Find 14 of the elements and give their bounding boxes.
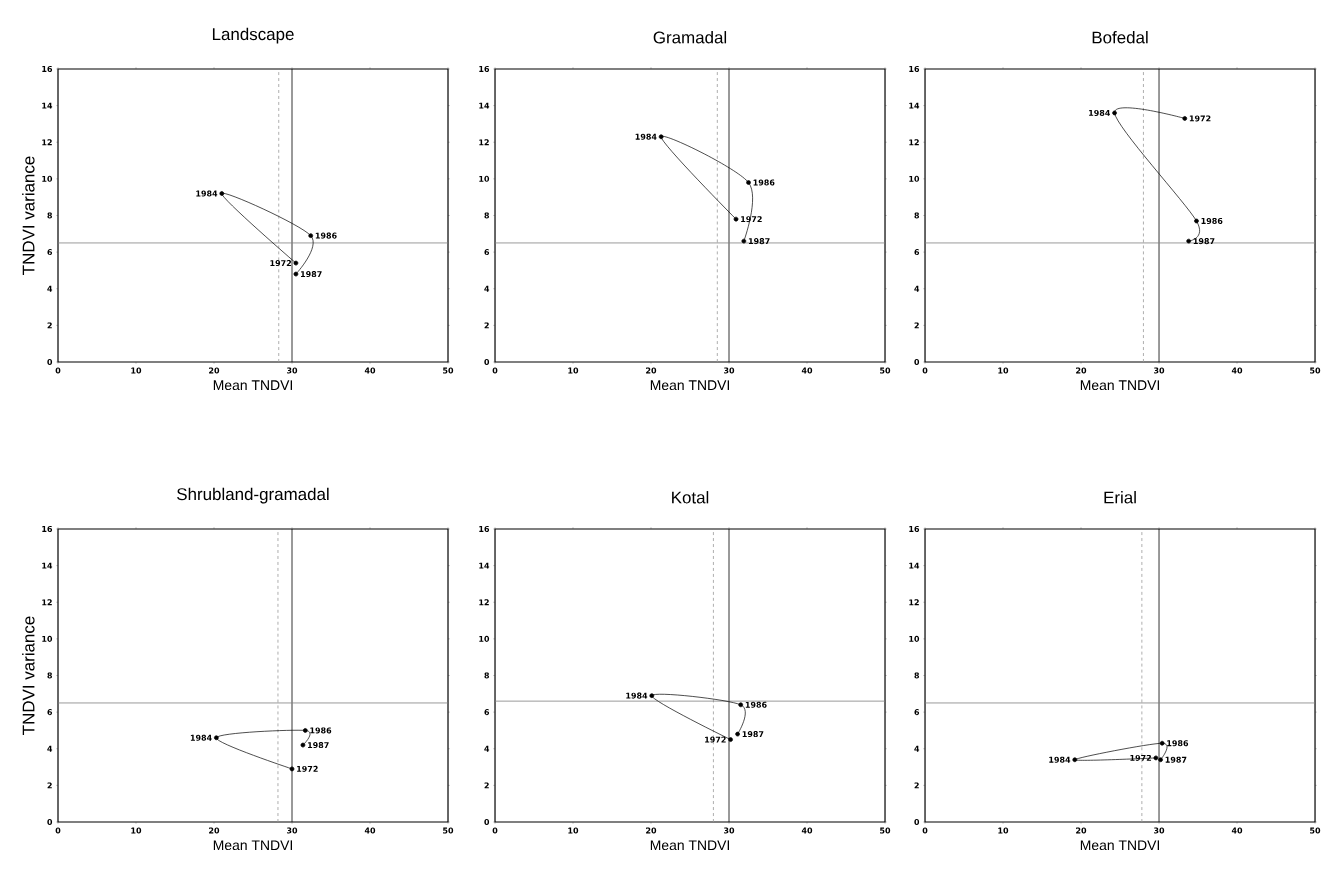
y-axis-title: TNDVI variance [22, 156, 35, 275]
chart-title: Gramadal [653, 31, 727, 44]
x-axis-title: Mean TNDVI [1080, 380, 1160, 391]
x-axis-title: Mean TNDVI [650, 840, 730, 851]
chart-title: Shrubland-gramadal [177, 487, 329, 504]
chart-title: Bofedal [1092, 31, 1148, 44]
x-axis-title: Mean TNDVI [650, 380, 730, 391]
x-axis-title: Mean TNDVI [1080, 840, 1160, 851]
chart-title: Erial [1104, 491, 1136, 504]
x-axis-title: Mean TNDVI [213, 840, 293, 851]
chart-title: Kotal [672, 491, 709, 504]
chart-title: Landscape [212, 27, 294, 44]
y-axis-title: TNDVI variance [22, 616, 35, 735]
x-axis-title: Mean TNDVI [213, 380, 293, 391]
